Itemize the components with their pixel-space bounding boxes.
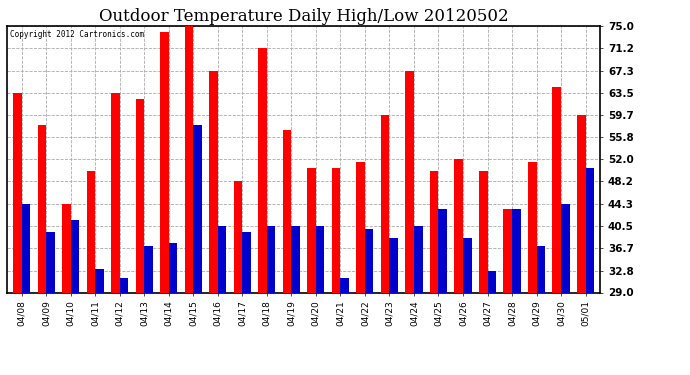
Bar bbox=[21, 204, 30, 292]
Bar bbox=[528, 162, 537, 292]
Bar bbox=[46, 232, 55, 292]
Bar bbox=[577, 115, 586, 292]
Bar bbox=[553, 87, 561, 292]
Bar bbox=[414, 226, 422, 292]
Bar bbox=[13, 93, 21, 292]
Text: Copyright 2012 Cartronics.com: Copyright 2012 Cartronics.com bbox=[10, 30, 144, 39]
Bar bbox=[160, 32, 169, 292]
Bar bbox=[218, 226, 226, 292]
Bar bbox=[119, 278, 128, 292]
Bar bbox=[463, 237, 471, 292]
Bar bbox=[258, 48, 267, 292]
Bar bbox=[438, 209, 447, 292]
Bar bbox=[381, 115, 389, 292]
Bar bbox=[512, 209, 521, 292]
Bar bbox=[136, 99, 144, 292]
Bar bbox=[86, 171, 95, 292]
Bar bbox=[479, 171, 488, 292]
Bar bbox=[561, 204, 570, 292]
Bar bbox=[95, 269, 104, 292]
Bar bbox=[37, 125, 46, 292]
Bar bbox=[144, 246, 152, 292]
Bar bbox=[332, 168, 340, 292]
Bar bbox=[307, 168, 316, 292]
Bar bbox=[365, 229, 373, 292]
Bar bbox=[111, 93, 119, 292]
Bar bbox=[586, 168, 594, 292]
Bar bbox=[291, 226, 300, 292]
Bar bbox=[267, 226, 275, 292]
Bar bbox=[62, 204, 70, 292]
Bar bbox=[234, 182, 242, 292]
Bar bbox=[430, 171, 438, 292]
Bar bbox=[169, 243, 177, 292]
Bar bbox=[504, 209, 512, 292]
Bar bbox=[242, 232, 251, 292]
Bar bbox=[70, 220, 79, 292]
Bar bbox=[488, 270, 496, 292]
Bar bbox=[356, 162, 365, 292]
Title: Outdoor Temperature Daily High/Low 20120502: Outdoor Temperature Daily High/Low 20120… bbox=[99, 8, 509, 25]
Bar bbox=[389, 237, 398, 292]
Bar bbox=[185, 26, 193, 292]
Bar bbox=[316, 226, 324, 292]
Bar bbox=[537, 246, 545, 292]
Bar bbox=[455, 159, 463, 292]
Bar bbox=[209, 71, 218, 292]
Bar bbox=[283, 130, 291, 292]
Bar bbox=[193, 124, 202, 292]
Bar bbox=[405, 71, 414, 292]
Bar bbox=[340, 278, 349, 292]
